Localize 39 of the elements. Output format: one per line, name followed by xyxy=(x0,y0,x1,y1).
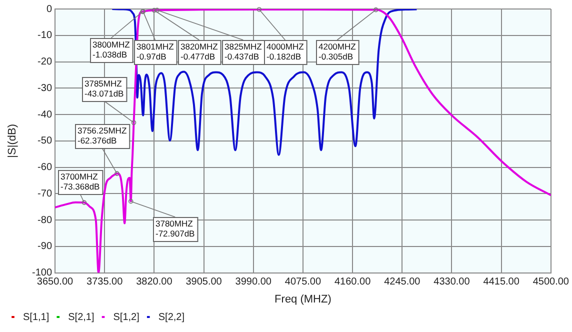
annotation: 3820MHZ -0.477dB xyxy=(180,42,218,62)
annotation: 3780MHZ -72.907dB xyxy=(156,218,196,239)
y-tick-label: -90 xyxy=(38,241,52,252)
x-tick-label: 4415.00 xyxy=(483,276,520,288)
x-axis-title: Freq (MHZ) xyxy=(274,293,332,306)
y-tick-label: -20 xyxy=(38,56,52,68)
x-tick-label: 4160.00 xyxy=(334,276,372,288)
x-tick-label: 4075.00 xyxy=(284,276,322,288)
annotation: 3825MHZ -0.437dB xyxy=(224,42,262,62)
y-tick-label: -100 xyxy=(32,268,52,279)
legend-label: S[2,1] xyxy=(68,312,94,323)
x-tick-label: 3820.00 xyxy=(136,276,173,288)
annotation: 4200MHZ -0.305dB xyxy=(318,42,356,62)
x-tick-label: 3990.00 xyxy=(235,276,272,288)
y-tick-label: -10 xyxy=(38,30,52,42)
x-tick-label: 4500.00 xyxy=(532,276,570,288)
annotation: 3700MHZ -73.368dB xyxy=(60,172,100,192)
legend-label: S[1,2] xyxy=(113,312,140,323)
annotation: 3785MHZ -43.071dB xyxy=(84,78,124,99)
x-tick-label: 4330.00 xyxy=(434,276,470,288)
annotation: 3756.25MHZ -62.376dB xyxy=(78,126,127,146)
x-tick-label: 3650.00 xyxy=(36,276,74,288)
y-tick-label: -50 xyxy=(38,136,52,147)
x-tick-label: 4245.00 xyxy=(384,276,421,288)
legend-label: S[2,2] xyxy=(158,312,185,323)
y-tick-label: -30 xyxy=(38,82,52,94)
line-series xyxy=(55,7,551,273)
y-tick-label: -70 xyxy=(38,188,52,200)
legend-label: S[1,1] xyxy=(23,312,50,323)
y-axis-title: |S|(dB) xyxy=(6,124,19,158)
annotation: 3801MHZ -0.97dB xyxy=(136,42,174,62)
y-tick-label: 0 xyxy=(46,4,52,15)
x-tick-label: 3735.00 xyxy=(86,276,124,288)
y-tick-label: -60 xyxy=(38,162,52,174)
annotation: 4000MHZ -0.182dB xyxy=(266,42,304,62)
y-tick-label: -80 xyxy=(38,214,52,226)
x-tick-label: 3905.00 xyxy=(186,276,222,288)
annotation: 3800MHZ -1.038dB xyxy=(92,40,130,60)
y-tick-label: -40 xyxy=(38,109,52,120)
